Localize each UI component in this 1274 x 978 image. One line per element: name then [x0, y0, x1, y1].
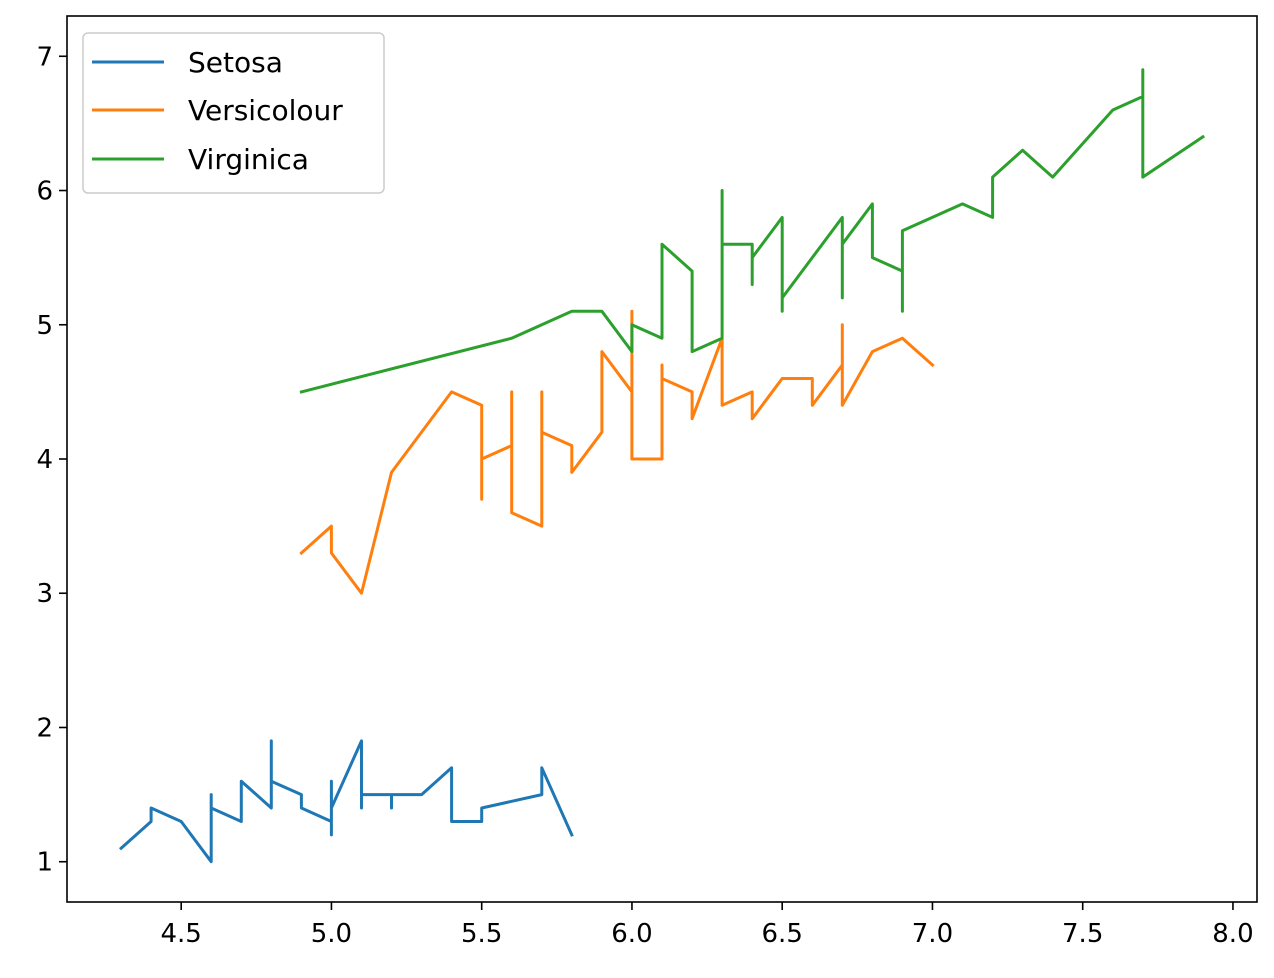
legend-label-versicolour: Versicolour: [188, 94, 343, 127]
x-tick-label: 6.0: [611, 919, 652, 949]
x-tick-label: 8.0: [1212, 919, 1253, 949]
series-layer: [118, 68, 1205, 864]
ticks-layer: 4.5 5.0 5.5 6.0 6.5 7.0 7.5 8.0 1 2 3 4 5 6 7: [36, 42, 1253, 949]
legend-frame: [82, 32, 385, 194]
legend-label-virginica: Virginica: [188, 143, 309, 176]
series-line-versicolour: [299, 309, 935, 595]
legend-label-setosa: Setosa: [188, 46, 283, 79]
y-tick-label: 2: [36, 713, 53, 743]
x-tick-label: 7.5: [1062, 919, 1103, 949]
x-tick-label: 5.5: [461, 919, 502, 949]
y-tick-label: 6: [36, 177, 53, 207]
legend: Setosa Versicolour Virginica: [82, 32, 385, 194]
series-line-virginica: [299, 68, 1205, 394]
y-tick-label: 5: [36, 311, 53, 341]
x-tick-label: 6.5: [762, 919, 803, 949]
x-tick-label: 4.5: [161, 919, 202, 949]
y-tick-label: 7: [36, 42, 53, 72]
x-tick-label: 7.0: [912, 919, 953, 949]
y-tick-label: 4: [36, 445, 53, 475]
x-tick-label: 5.0: [311, 919, 352, 949]
y-tick-label: 3: [36, 579, 53, 609]
series-line-setosa: [118, 739, 574, 864]
y-tick-label: 1: [36, 848, 53, 878]
